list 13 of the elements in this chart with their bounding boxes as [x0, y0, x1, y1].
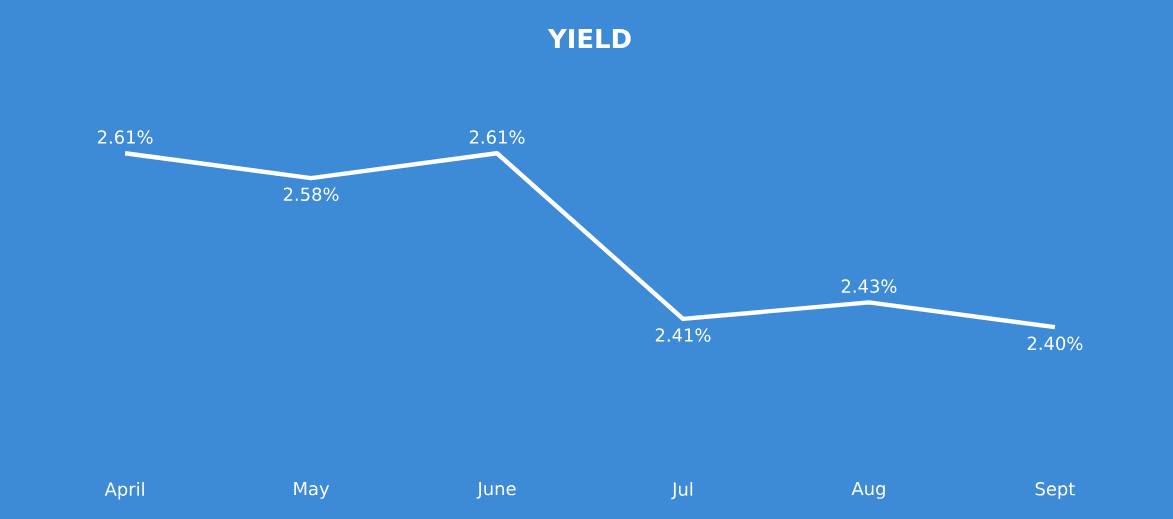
data-label: 2.61% [97, 130, 153, 144]
x-tick-label: June [476, 482, 516, 499]
data-label: 2.40% [1027, 336, 1083, 351]
x-tick-label: April [104, 482, 144, 500]
data-label: 2.58% [283, 187, 339, 202]
x-tick-label: Sept [1035, 482, 1075, 500]
x-tick-label: Jul [671, 482, 693, 500]
x-tick-label: May [294, 482, 330, 499]
data-label: 2.61% [469, 130, 525, 144]
data-label: 2.43% [841, 279, 897, 293]
x-tick-label: Aug [851, 482, 885, 499]
data-label: 2.41% [655, 328, 711, 342]
chart-title: YIELD [547, 29, 631, 48]
